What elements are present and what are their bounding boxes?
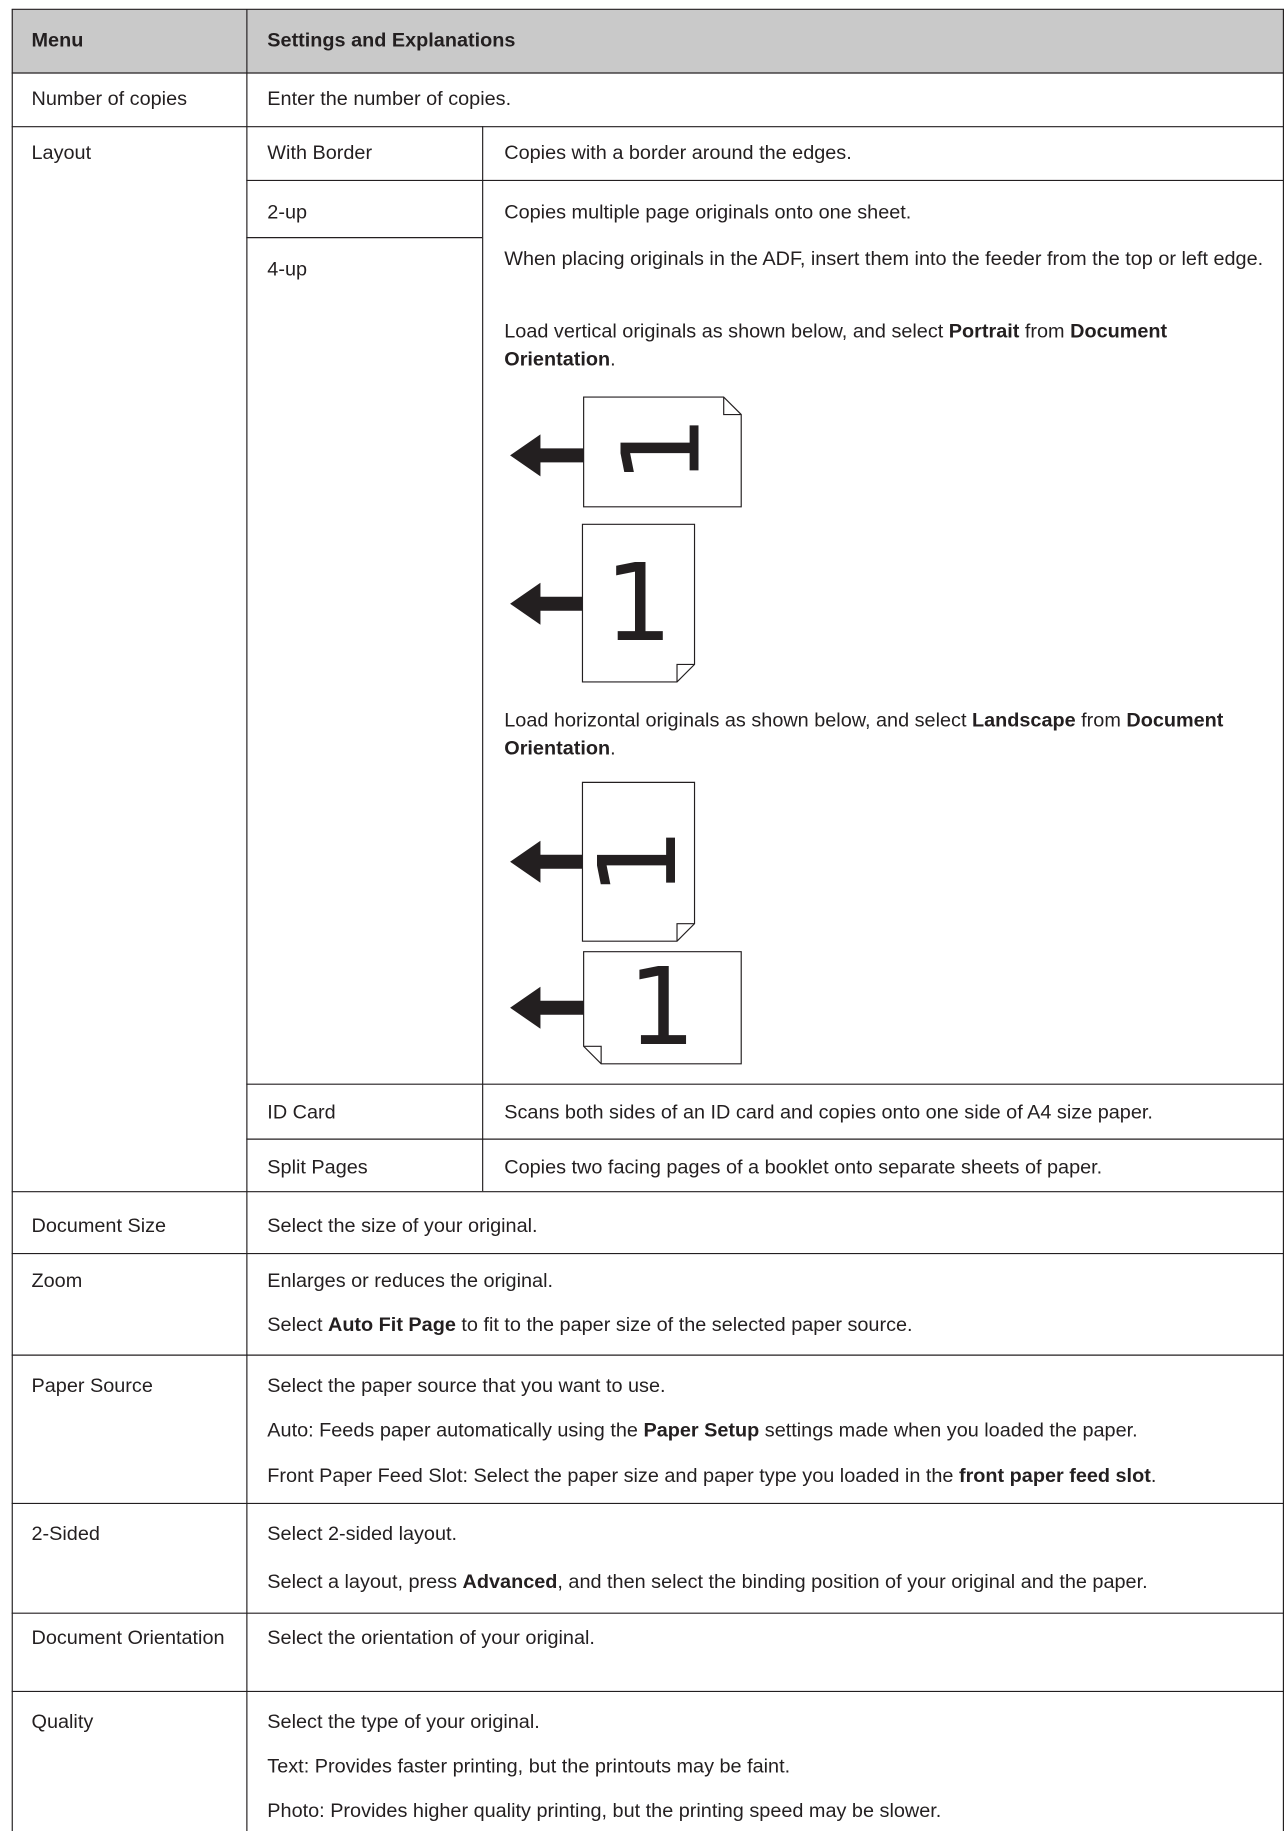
text-run: When placing originals in the ADF, inser… [504, 247, 1264, 270]
cell-label: Quality [31, 1710, 94, 1733]
text-run: Select the paper source that you want to… [267, 1374, 666, 1397]
cell-label: Paper Source [31, 1374, 153, 1397]
text-run: to fit to the paper size of the selected… [455, 1313, 913, 1336]
paragraph: Select the size of your original. [267, 1212, 1278, 1240]
cell-label: ID Card [267, 1101, 336, 1124]
text-run: Load horizontal originals as shown below… [504, 708, 972, 731]
text-run: Select [267, 1313, 328, 1336]
cell-label: Zoom [31, 1269, 83, 1292]
page-fold [583, 1045, 602, 1064]
text-run: Select a layout, press [267, 1570, 463, 1593]
feed-arrow [510, 582, 588, 625]
paragraph: Enter the number of copies. [267, 85, 1278, 113]
text-run: Load vertical originals as shown below, … [504, 319, 949, 343]
paragraph: Copies with a border around the edges. [504, 139, 1280, 167]
cell-label: Menu [31, 29, 84, 52]
paragraph: Load vertical originals as shown below, … [504, 318, 1269, 374]
feed-arrow [510, 840, 588, 883]
page-fold [676, 663, 695, 682]
paragraph: Enlarges or reduces the original. [267, 1267, 1278, 1295]
text-run: Front Paper Feed Slot: Select the paper … [267, 1464, 959, 1487]
text-run: , and then select the binding position o… [557, 1570, 1148, 1593]
page-number: 1 [628, 945, 696, 1070]
bold-term: Portrait [948, 319, 1020, 343]
text-run: settings made when you loaded the paper. [759, 1418, 1138, 1441]
paragraph: Select Auto Fit Page to fit to the paper… [267, 1311, 1278, 1339]
paragraph: When placing originals in the ADF, inser… [504, 245, 1269, 273]
page-number: 1 [599, 415, 724, 483]
text-run: . [610, 736, 616, 760]
header-background [11, 9, 1284, 73]
cell-label: Document Size [31, 1214, 167, 1237]
cell-label: Split Pages [267, 1156, 368, 1179]
text-run: Select the orientation of your original. [267, 1626, 595, 1649]
paragraph: Front Paper Feed Slot: Select the paper … [267, 1462, 1278, 1490]
page-icon [583, 951, 742, 1065]
bold-term: Advanced [462, 1570, 558, 1593]
text-run: Select the size of your original. [267, 1214, 538, 1237]
paragraph: Select the orientation of your original. [267, 1624, 1278, 1652]
paragraph: Select a layout, press Advanced, and the… [267, 1568, 1278, 1596]
cell-label: 4-up [267, 258, 308, 281]
text-run: Select 2-sided layout. [267, 1522, 458, 1545]
cell-label: Document Orientation [31, 1626, 225, 1649]
page-number: 1 [576, 828, 701, 896]
bold-term: Paper Setup [643, 1418, 760, 1441]
text-run: Select the type of your original. [267, 1710, 540, 1733]
paragraph: Scans both sides of an ID card and copie… [504, 1099, 1280, 1127]
cell-label: Settings and Explanations [267, 29, 516, 52]
text-run: Photo: Provides higher quality printing,… [267, 1799, 942, 1822]
cell-label: Number of copies [31, 87, 188, 110]
bold-term: Landscape [971, 708, 1076, 731]
paragraph: Text: Provides faster printing, but the … [267, 1753, 1278, 1781]
text-run: . [610, 347, 616, 371]
paragraph: Load horizontal originals as shown below… [504, 706, 1269, 762]
paragraph: Select the paper source that you want to… [267, 1372, 1278, 1400]
cell-label: 2-Sided [31, 1522, 100, 1545]
text-run: Auto: Feeds paper automatically using th… [267, 1418, 644, 1441]
feed-arrow [510, 986, 588, 1029]
page-icon [581, 781, 696, 942]
text-run: from [1075, 708, 1127, 731]
text-run: Enlarges or reduces the original. [267, 1269, 553, 1292]
paragraph: Photo: Provides higher quality printing,… [267, 1797, 1278, 1825]
bold-term: front paper feed slot [958, 1464, 1151, 1487]
bold-term: Document Orientation [504, 319, 1168, 371]
feed-arrow [510, 434, 588, 477]
page-icon [583, 396, 742, 508]
cell-label: 2-up [267, 200, 308, 224]
page-number: 1 [604, 541, 672, 666]
bold-term: Document Orientation [504, 708, 1224, 760]
text-run: Text: Provides faster printing, but the … [267, 1755, 791, 1778]
text-run: Copies with a border around the edges. [504, 141, 852, 164]
paragraph: Select the type of your original. [267, 1708, 1278, 1736]
text-run: Enter the number of copies. [267, 87, 512, 110]
cell-label: With Border [267, 141, 373, 164]
page-icon [581, 523, 696, 683]
paragraph: Auto: Feeds paper automatically using th… [267, 1416, 1278, 1444]
paragraph: Copies multiple page originals onto one … [504, 199, 1269, 227]
paragraph: Copies two facing pages of a booklet ont… [504, 1154, 1280, 1182]
text-run: Copies two facing pages of a booklet ont… [504, 1156, 1103, 1179]
text-run: Copies multiple page originals onto one … [504, 200, 912, 224]
text-run: Scans both sides of an ID card and copie… [504, 1101, 1153, 1124]
bold-term: Auto Fit Page [327, 1313, 456, 1336]
text-run: from [1019, 319, 1071, 343]
page-fold [676, 923, 695, 942]
cell-label: Layout [31, 141, 92, 164]
text-run: . [1150, 1464, 1157, 1487]
page-fold [723, 397, 742, 416]
paragraph: Select 2-sided layout. [267, 1520, 1278, 1548]
